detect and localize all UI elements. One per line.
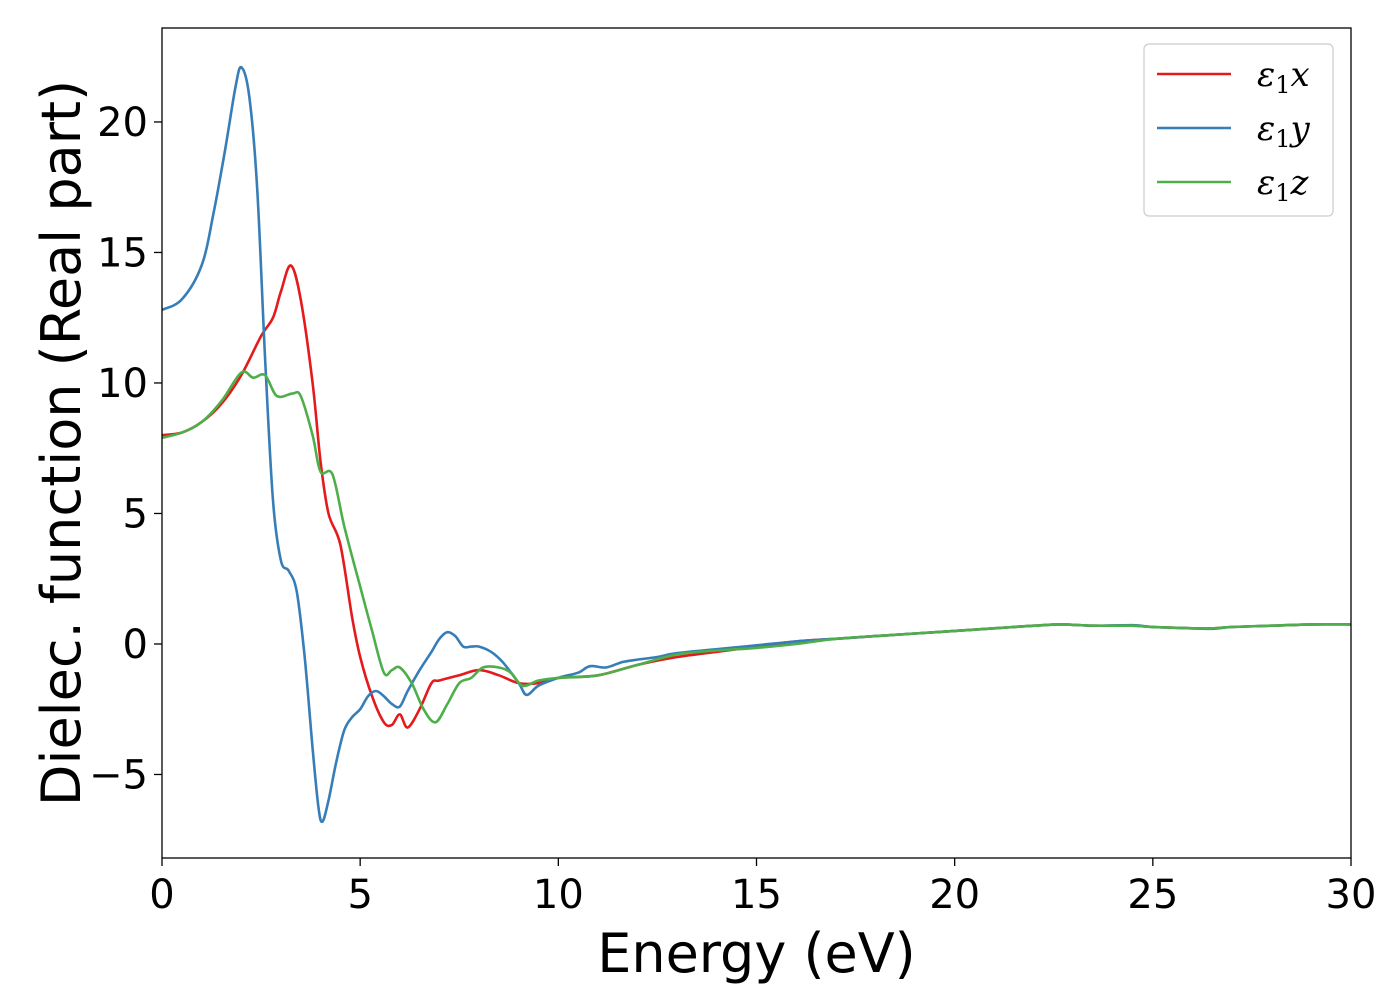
legend-label-x: ε1x [1257, 55, 1310, 99]
x-tick-label: 5 [347, 872, 372, 918]
legend: ε1x ε1y ε1z [1143, 43, 1334, 217]
x-tick-label: 20 [929, 872, 980, 918]
x-tick-label: 15 [731, 872, 782, 918]
legend-entries: ε1x ε1y ε1z [1157, 55, 1311, 207]
y-tick-label: 10 [97, 361, 148, 407]
series-line-x [162, 264, 1351, 729]
y-tick-label: 5 [123, 491, 148, 537]
x-tick-label: 0 [149, 872, 174, 918]
series-layer [162, 65, 1351, 824]
y-tick-label: 15 [97, 230, 148, 276]
x-axis-label: Energy (eV) [597, 922, 916, 985]
y-tick-label: 0 [123, 622, 148, 668]
legend-label-z: ε1z [1257, 163, 1310, 207]
x-tick-label: 25 [1127, 872, 1178, 918]
y-tick-label: −5 [89, 752, 148, 798]
x-tick-label: 30 [1326, 872, 1377, 918]
y-axis-label: Dielec. function (Real part) [30, 80, 93, 806]
x-tick-label: 10 [533, 872, 584, 918]
series-line-z [162, 370, 1351, 724]
legend-box [1143, 43, 1334, 217]
ticks-layer: 0 5 10 15 20 25 30 −5 0 5 10 15 20 [89, 100, 1376, 918]
legend-label-y: ε1y [1257, 109, 1311, 153]
y-tick-label: 20 [97, 100, 148, 146]
